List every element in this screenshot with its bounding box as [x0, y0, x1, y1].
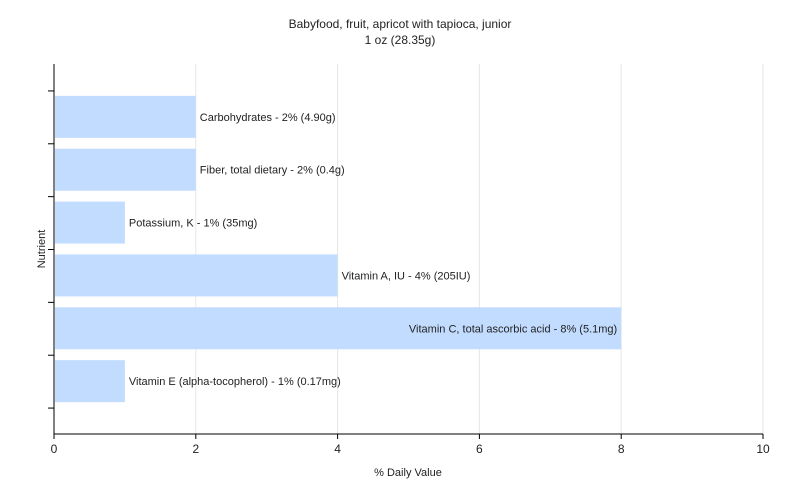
- x-tick-label: 8: [618, 442, 625, 456]
- tick-layer: 0 2 4 6 8 10: [48, 90, 770, 456]
- bar: [55, 95, 196, 138]
- x-tick-label: 0: [51, 442, 58, 456]
- x-tick-label: 4: [334, 442, 341, 456]
- x-tick-label: 2: [192, 442, 199, 456]
- y-axis-label: Nutrient: [36, 230, 48, 269]
- bar: [55, 254, 338, 297]
- bar: [55, 307, 622, 350]
- bar-label: Carbohydrates - 2% (4.90g): [200, 112, 336, 124]
- bar-label: Vitamin E (alpha-tocopherol) - 1% (0.17m…: [129, 376, 341, 388]
- x-tick-label: 6: [476, 442, 483, 456]
- bar: [55, 148, 196, 191]
- chart-title: Babyfood, fruit, apricot with tapioca, j…: [289, 17, 512, 31]
- chart-subtitle: 1 oz (28.35g): [365, 33, 436, 47]
- x-tick-label: 10: [756, 442, 770, 456]
- bar-label: Fiber, total dietary - 2% (0.4g): [200, 165, 345, 177]
- bar: [55, 360, 125, 403]
- bar-label: Vitamin A, IU - 4% (205IU): [342, 270, 471, 282]
- bar-label: Potassium, K - 1% (35mg): [129, 218, 257, 230]
- bar-label: Vitamin C, total ascorbic acid - 8% (5.1…: [409, 323, 617, 335]
- bar: [55, 201, 125, 244]
- bar-layer: Carbohydrates - 2% (4.90g) Fiber, total d…: [55, 95, 622, 403]
- x-axis-label: % Daily Value: [374, 467, 442, 479]
